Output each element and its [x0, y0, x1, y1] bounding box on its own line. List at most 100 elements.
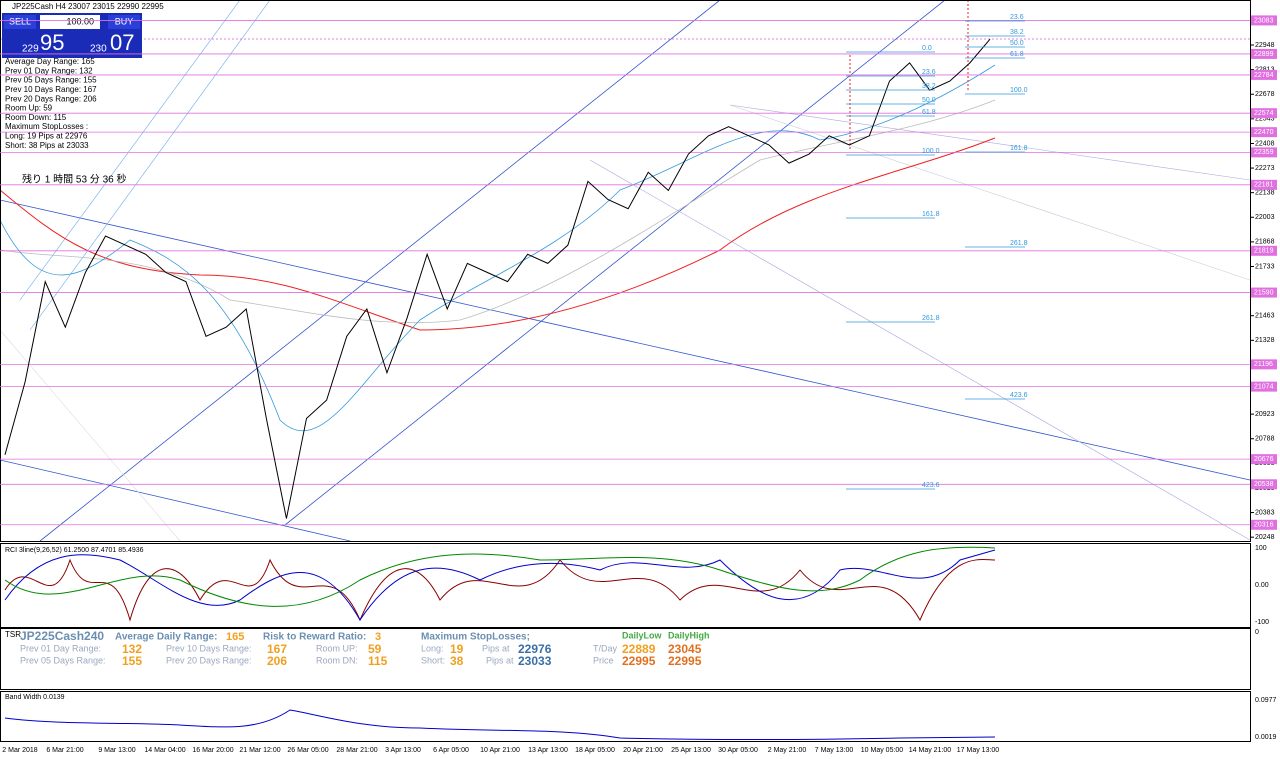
- tsr-tag: TSR: [5, 630, 21, 639]
- tsr-short-label: Short:: [421, 655, 445, 665]
- tsr-long-at: 22976: [518, 642, 552, 656]
- buy-label: BUY: [115, 16, 134, 26]
- x-label: 14 Mar 04:00: [144, 747, 185, 754]
- fib-label: 423.6: [1010, 392, 1028, 399]
- x-label: 14 May 21:00: [909, 747, 952, 754]
- tsr-p20: 206: [267, 654, 287, 668]
- buy-price-small: 230: [90, 44, 107, 55]
- info-line: Maximum StopLosses :: [5, 122, 88, 131]
- tsr-adr-label: Average Daily Range:: [115, 632, 217, 643]
- x-label: 6 Mar 21:00: [46, 747, 83, 754]
- x-label: 3 Apr 13:00: [385, 747, 421, 754]
- tsr-high2: 22995: [668, 654, 702, 668]
- info-line: Prev 20 Days Range: 206: [5, 94, 97, 103]
- tsr-pips-at: Pips at: [482, 643, 510, 653]
- tsr-pips-at: Pips at: [486, 655, 514, 665]
- y-tick-label: 20248: [1255, 534, 1275, 541]
- fib-label: 61.8: [1010, 51, 1024, 58]
- x-label: 21 Mar 12:00: [239, 747, 280, 754]
- rci-lines: [4, 546, 996, 622]
- level-label: 20538: [1254, 481, 1274, 488]
- level-tag: [1251, 179, 1277, 190]
- tsr-long: 19: [450, 642, 464, 656]
- level-label: 21074: [1254, 383, 1274, 390]
- tsr-msl-label: Maximum StopLosses;: [421, 632, 530, 643]
- level-label: 21819: [1254, 248, 1274, 255]
- fib-label: 38.2: [1010, 29, 1024, 36]
- tsr-low1: 22889: [622, 642, 656, 656]
- sell-label: SELL: [9, 16, 31, 26]
- x-label: 13 Apr 13:00: [528, 747, 568, 754]
- level-tag: [1251, 359, 1277, 370]
- tsr-long-label: Long:: [421, 643, 444, 653]
- price-line: [4, 38, 991, 519]
- x-label: 28 Mar 21:00: [336, 747, 377, 754]
- y-tick-label: 22948: [1255, 42, 1275, 49]
- buy-price-big: 07: [110, 30, 134, 55]
- level-label: 20676: [1254, 456, 1274, 463]
- x-label: 16 Mar 20:00: [192, 747, 233, 754]
- fib-label: 50.0: [922, 97, 936, 104]
- tsr-p20-label: Prev 20 Days Range:: [166, 655, 252, 665]
- fib-label: 50.0: [1010, 40, 1024, 47]
- x-label: 7 May 13:00: [815, 747, 854, 754]
- level-tag: [1251, 48, 1277, 59]
- rci-title: RCI 3line(9,26,52) 61.2500 87.4701 85.49…: [5, 547, 144, 554]
- tsr-daily-high: DailyHigh: [668, 630, 710, 640]
- tsr-adr: 165: [226, 631, 244, 643]
- tsr-tday: T/Day: [593, 643, 618, 653]
- fib-label: 23.6: [1010, 14, 1024, 21]
- level-label: 22470: [1254, 129, 1274, 136]
- level-label: 23083: [1254, 17, 1274, 24]
- x-label: 17 May 13:00: [957, 747, 1000, 754]
- buy-button[interactable]: [108, 15, 140, 29]
- sell-button[interactable]: [4, 15, 36, 29]
- level-label: 21196: [1254, 361, 1273, 368]
- info-line: Prev 05 Days Range: 155: [5, 76, 97, 85]
- info-line: Prev 10 Days Range: 167: [5, 85, 97, 94]
- fib-label: 423.6: [922, 482, 940, 489]
- tsr-up: 59: [368, 642, 382, 656]
- tsr-tick: 0: [1255, 629, 1259, 636]
- x-label: 25 Apr 13:00: [671, 747, 711, 754]
- x-label: 10 May 05:00: [861, 747, 904, 754]
- y-tick-label: 22408: [1255, 140, 1275, 147]
- y-tick-label: 21463: [1255, 313, 1275, 320]
- x-label: 2 May 21:00: [768, 747, 807, 754]
- x-label: 26 Mar 05:00: [287, 747, 328, 754]
- rci-tick: 100: [1255, 545, 1267, 552]
- x-label: 30 Apr 05:00: [718, 747, 758, 754]
- bar-timer: 残り 1 時間 53 分 36 秒: [22, 173, 126, 186]
- fib-label: 61.8: [922, 109, 936, 116]
- lot-input[interactable]: [40, 15, 100, 29]
- fib-label: 0.0: [922, 45, 932, 52]
- level-tag: [1251, 69, 1277, 80]
- bw-tick: 0.0019: [1255, 734, 1277, 741]
- rci-tick: -100: [1255, 619, 1269, 626]
- level-label: 22899: [1254, 51, 1274, 58]
- tsr-p10-label: Prev 10 Days Range:: [166, 643, 252, 653]
- info-line: Long: 19 Pips at 22976: [5, 132, 88, 141]
- tsr-p10: 167: [267, 642, 287, 656]
- tsr-dn-label: Room DN:: [316, 655, 358, 665]
- level-tag: [1251, 454, 1277, 465]
- tsr-low2: 22995: [622, 654, 656, 668]
- fib-label: 261.8: [1010, 240, 1028, 247]
- level-tag: [1251, 15, 1277, 26]
- tsr-up-label: Room UP:: [316, 643, 358, 653]
- fib-label: 100.0: [922, 148, 940, 155]
- tsr-rr: 3: [375, 631, 381, 643]
- fib-label: 161.8: [1010, 145, 1028, 152]
- tsr-p01-label: Prev 01 Day Range:: [20, 643, 101, 653]
- panel-borders: [0, 0, 1251, 742]
- fib-label: 261.8: [922, 315, 940, 322]
- y-tick-label: 20923: [1255, 411, 1275, 418]
- level-tag: [1251, 108, 1277, 119]
- y-tick-label: 22543: [1255, 116, 1275, 123]
- x-label: 9 Mar 13:00: [98, 747, 135, 754]
- level-label: 22574: [1254, 110, 1274, 117]
- tsr-symbol: JP225Cash240: [20, 629, 104, 643]
- tsr-dn: 115: [368, 654, 388, 668]
